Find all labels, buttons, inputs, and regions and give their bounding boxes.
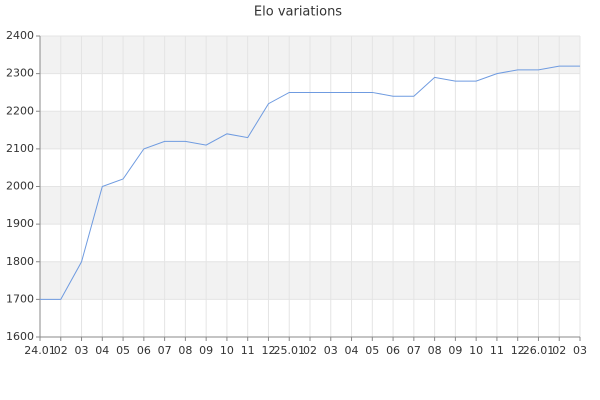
x-tick-label: 08 (178, 344, 192, 357)
x-tick-label: 05 (116, 344, 130, 357)
y-tick-label: 2400 (6, 29, 34, 42)
x-tick-label: 24.01 (24, 344, 56, 357)
y-tick-label: 2300 (6, 67, 34, 80)
y-tick-label: 1900 (6, 217, 34, 230)
x-tick-label: 05 (365, 344, 379, 357)
x-tick-label: 11 (241, 344, 255, 357)
x-tick-label: 02 (303, 344, 317, 357)
y-tick-label: 2200 (6, 104, 34, 117)
x-tick-label: 25.01 (273, 344, 305, 357)
x-tick-label: 08 (428, 344, 442, 357)
x-tick-label: 12 (261, 344, 275, 357)
x-tick-label: 12 (511, 344, 525, 357)
y-tick-label: 2100 (6, 142, 34, 155)
x-tick-label: 02 (552, 344, 566, 357)
x-tick-label: 06 (137, 344, 151, 357)
x-tick-label: 11 (490, 344, 504, 357)
x-tick-label: 02 (54, 344, 68, 357)
y-tick-label: 1800 (6, 255, 34, 268)
x-tick-label: 07 (158, 344, 172, 357)
x-tick-label: 07 (407, 344, 421, 357)
x-tick-label: 10 (469, 344, 483, 357)
chart-title: Elo variations (254, 5, 342, 20)
x-tick-label: 06 (386, 344, 400, 357)
x-tick-label: 09 (199, 344, 213, 357)
x-tick-label: 26.01 (523, 344, 555, 357)
x-tick-label: 03 (573, 344, 587, 357)
x-tick-label: 10 (220, 344, 234, 357)
x-tick-label: 09 (448, 344, 462, 357)
x-tick-label: 03 (75, 344, 89, 357)
x-tick-label: 04 (95, 344, 109, 357)
x-tick-label: 03 (324, 344, 338, 357)
y-tick-label: 2000 (6, 180, 34, 193)
y-tick-label: 1700 (6, 292, 34, 305)
y-tick-label: 1600 (6, 330, 34, 343)
series-line (40, 65, 580, 300)
x-tick-label: 04 (345, 344, 359, 357)
